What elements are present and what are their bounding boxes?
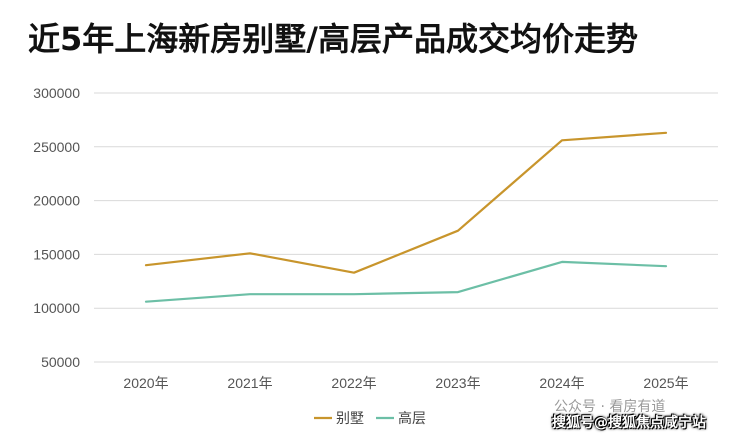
y-tick-label: 250000	[33, 139, 80, 155]
x-tick-label: 2024年	[539, 375, 584, 391]
x-tick-label: 2025年	[643, 375, 688, 391]
series-lines	[144, 131, 668, 303]
series-line-1	[144, 260, 668, 303]
y-tick-label: 150000	[33, 246, 80, 262]
gridlines	[94, 92, 718, 363]
x-tick-label: 2022年	[331, 375, 376, 391]
y-tick-label: 300000	[33, 85, 80, 101]
chart-title: 近5年上海新房别墅/高层产品成交均价走势	[28, 20, 638, 58]
x-tick-label: 2021年	[227, 375, 272, 391]
y-tick-label: 100000	[33, 300, 80, 316]
watermark-wechat: 公众号 · 看房有道	[554, 399, 666, 415]
x-axis-ticks: 2020年 2021年 2022年 2023年 2024年 2025年	[123, 375, 688, 391]
legend-label-1: 高层	[398, 410, 426, 427]
legend-label-0: 别墅	[336, 411, 364, 427]
legend: 别墅 高层	[314, 410, 426, 427]
x-tick-label: 2020年	[123, 375, 168, 391]
y-tick-label: 50000	[41, 354, 80, 370]
x-tick-label: 2023年	[435, 375, 480, 391]
series-line-0	[144, 131, 668, 274]
y-tick-label: 200000	[33, 193, 80, 209]
watermark-sohu: 搜狐号@搜狐焦点咸宁站	[552, 415, 706, 431]
y-axis-ticks: 50000 100000 150000 200000 250000 300000	[33, 85, 80, 370]
